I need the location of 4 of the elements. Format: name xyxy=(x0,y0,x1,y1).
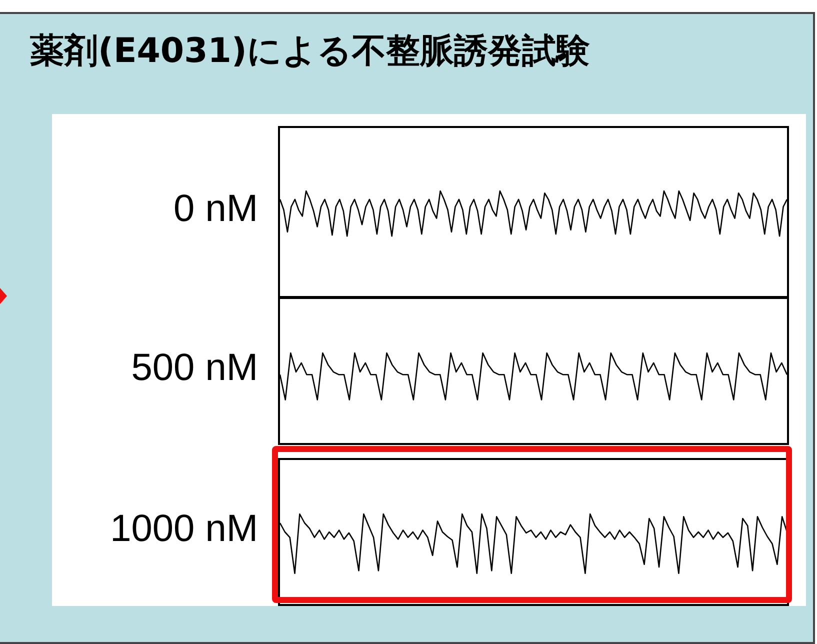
series-label: 1000 nM xyxy=(110,508,258,551)
series-label: 500 nM xyxy=(131,347,258,390)
chart-title: 薬剤(E4031)による不整脈誘発試験 xyxy=(30,30,590,73)
series-label: 0 nM xyxy=(174,188,258,231)
